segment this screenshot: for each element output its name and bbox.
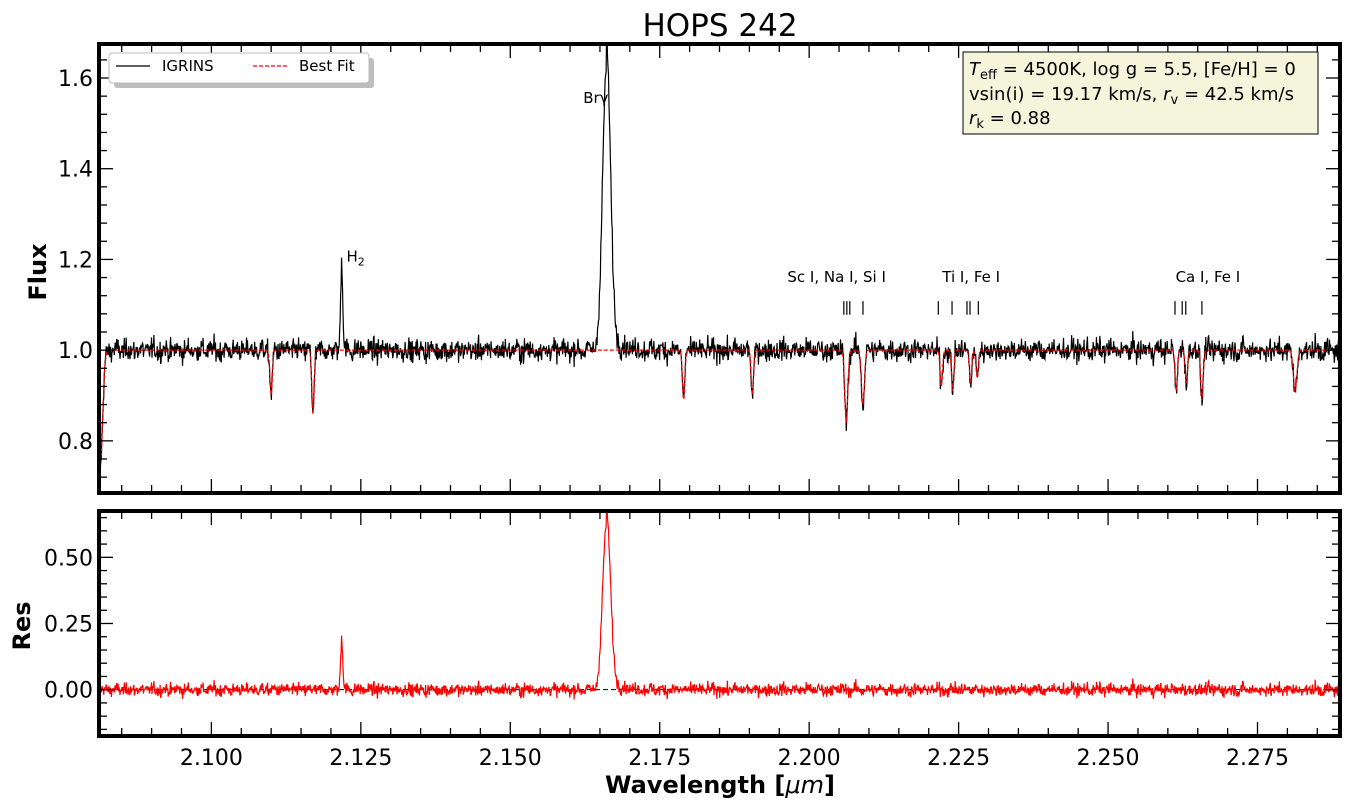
line-markers: Sc I, Na I, Si I Ti I, Fe I Ca I, Fe I [787, 268, 1240, 315]
residual-data-lines [99, 511, 1340, 700]
x-tick-label: 2.200 [778, 746, 841, 771]
chart-title: HOPS 242 [642, 8, 797, 44]
residual-axis-ticks: 2.100 2.125 2.150 2.175 2.200 2.225 2.250 2.275… [44, 513, 1338, 771]
x-tick-label: 2.150 [479, 746, 542, 771]
marker-label: Ca I, Fe I [1176, 268, 1241, 286]
y-tick-label: 1.6 [58, 67, 93, 92]
series-best-fit-line [99, 349, 1340, 469]
residual-panel: 2.100 2.125 2.150 2.175 2.200 2.225 2.250 2.275… [8, 509, 1342, 771]
line-label: H2 [346, 248, 364, 269]
y-tick-label: 0.25 [44, 613, 93, 638]
line-label-sub: 2 [358, 256, 365, 269]
line-labels: H2 Brγ [346, 89, 608, 269]
series-residual-line [99, 511, 1340, 700]
x-tick-label: 2.225 [927, 746, 990, 771]
info-line-teff: Teff = 4500K, log g = 5.5, [Fe/H] = 0 [969, 59, 1296, 83]
x-axis-label: Wavelength [μm] [605, 771, 835, 799]
flux-axis-label: Flux [24, 243, 52, 301]
x-tick-label: 2.100 [180, 746, 243, 771]
y-tick-label: 0.00 [44, 679, 93, 704]
legend-entry-best-fit: Best Fit [299, 57, 355, 75]
x-tick-label: 2.175 [628, 746, 691, 771]
marker-label: Ti I, Fe I [941, 268, 1000, 286]
legend-entry-igrins: IGRINS [162, 57, 214, 75]
x-tick-label: 2.125 [329, 746, 392, 771]
x-tick-label: 2.275 [1226, 746, 1289, 771]
y-tick-label: 0.50 [44, 546, 93, 571]
line-label: Brγ [583, 89, 608, 107]
line-label-main: Brγ [583, 89, 608, 107]
y-tick-label: 1.0 [58, 339, 93, 364]
legend-frame [108, 52, 370, 84]
y-tick-label: 1.2 [58, 248, 93, 273]
y-tick-label: 0.8 [58, 430, 93, 455]
info-box-frame [962, 51, 1319, 135]
residual-axes-frame [97, 509, 1342, 738]
fit-parameters-box: Teff = 4500K, log g = 5.5, [Fe/H] = 0 vs… [962, 51, 1319, 135]
y-tick-label: 1.4 [58, 158, 93, 183]
series-igrins-line [99, 44, 1340, 471]
info-line-rk: rk = 0.88 [969, 108, 1051, 132]
residual-axis-label: Res [8, 601, 36, 650]
legend: IGRINS Best Fit [108, 52, 374, 88]
line-label-main: H [346, 248, 357, 266]
marker-label: Sc I, Na I, Si I [787, 268, 886, 286]
flux-data-lines [99, 44, 1340, 471]
flux-panel: Sc I, Na I, Si I Ti I, Fe I Ca I, Fe I H2 B… [24, 42, 1342, 495]
x-tick-label: 2.250 [1077, 746, 1140, 771]
info-line-vsini-rv: vsin(i) = 19.17 km/s, rv = 42.5 km/s [969, 84, 1294, 108]
flux-axes-frame [97, 42, 1342, 495]
